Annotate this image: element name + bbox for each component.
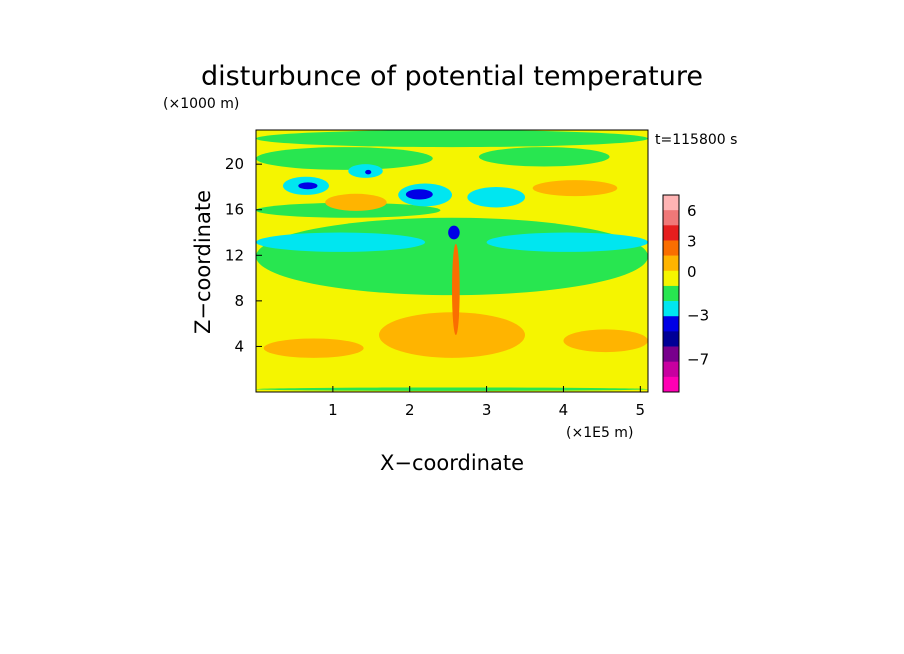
z-unit-label: (×1000 m) <box>163 96 239 112</box>
contour-region-positive <box>452 243 460 336</box>
y-axis: 4 8 12 16 20 <box>225 155 262 355</box>
contour-region-negative <box>365 169 372 175</box>
contour-region-positive <box>378 312 526 358</box>
contour-region-negative <box>405 189 433 200</box>
contour-region-positive <box>563 329 648 353</box>
colorbar-swatch <box>663 195 679 211</box>
colorbar: 6 3 0 −3 −7 <box>662 194 709 393</box>
plot-frame <box>255 129 649 393</box>
colorbar-tick-label: 0 <box>687 263 697 281</box>
y-axis-label: Z−coordinate <box>191 190 215 334</box>
contour-region-negative <box>348 164 383 178</box>
y-tick-label: 12 <box>225 246 244 264</box>
colorbar-frame <box>662 194 680 393</box>
colorbar-swatch <box>663 270 679 287</box>
x-axis: 1 2 3 4 5 <box>328 386 645 419</box>
y-tick-label: 4 <box>234 337 244 355</box>
colorbar-tick-label: 6 <box>687 202 697 220</box>
y-tick-label: 16 <box>225 201 244 219</box>
contour-region-negative <box>467 186 526 208</box>
colorbar-swatch <box>663 210 679 226</box>
contour-region-negative <box>486 232 648 252</box>
contour-region-positive <box>263 338 364 358</box>
colorbar-swatch <box>663 346 679 362</box>
x-tick-label: 5 <box>636 401 646 419</box>
contour-region-negative <box>448 225 460 240</box>
contour-region-negative <box>256 130 648 148</box>
x-tick-label: 3 <box>482 401 492 419</box>
colorbar-swatch <box>663 225 679 241</box>
x-tick-label: 1 <box>328 401 338 419</box>
y-tick-label: 8 <box>234 292 244 310</box>
x-unit-label: (×1E5 m) <box>566 425 633 441</box>
contour-region-negative <box>256 232 426 252</box>
colorbar-swatch <box>663 316 679 332</box>
contour-region-negative <box>478 147 610 167</box>
contour-region-negative <box>298 182 318 190</box>
colorbar-tick-label: −7 <box>687 351 709 369</box>
colorbar-tick-label: −3 <box>687 307 709 325</box>
x-axis-label: X−coordinate <box>380 451 524 475</box>
x-tick-label: 4 <box>559 401 569 419</box>
colorbar-swatch <box>663 301 679 317</box>
chart-title-group: disturbunce of potential temperature (×1… <box>163 61 737 148</box>
colorbar-swatch <box>663 376 679 393</box>
colorbar-swatch <box>663 361 679 378</box>
contour-region-positive <box>532 180 618 197</box>
y-tick-label: 20 <box>225 155 244 173</box>
colorbar-swatch <box>663 240 679 256</box>
chart-title: disturbunce of potential temperature <box>201 61 703 92</box>
colorbar-tick-label: 3 <box>687 232 697 250</box>
time-label: t=115800 s <box>655 132 737 148</box>
colorbar-swatch <box>663 285 679 302</box>
contour-region-negative <box>256 387 648 391</box>
contour-region-negative <box>256 147 433 170</box>
plot-area <box>255 129 649 393</box>
colorbar-swatch <box>663 331 679 347</box>
x-tick-label: 2 <box>405 401 415 419</box>
colorbar-swatch <box>663 255 679 272</box>
contour-region-positive <box>325 193 387 211</box>
